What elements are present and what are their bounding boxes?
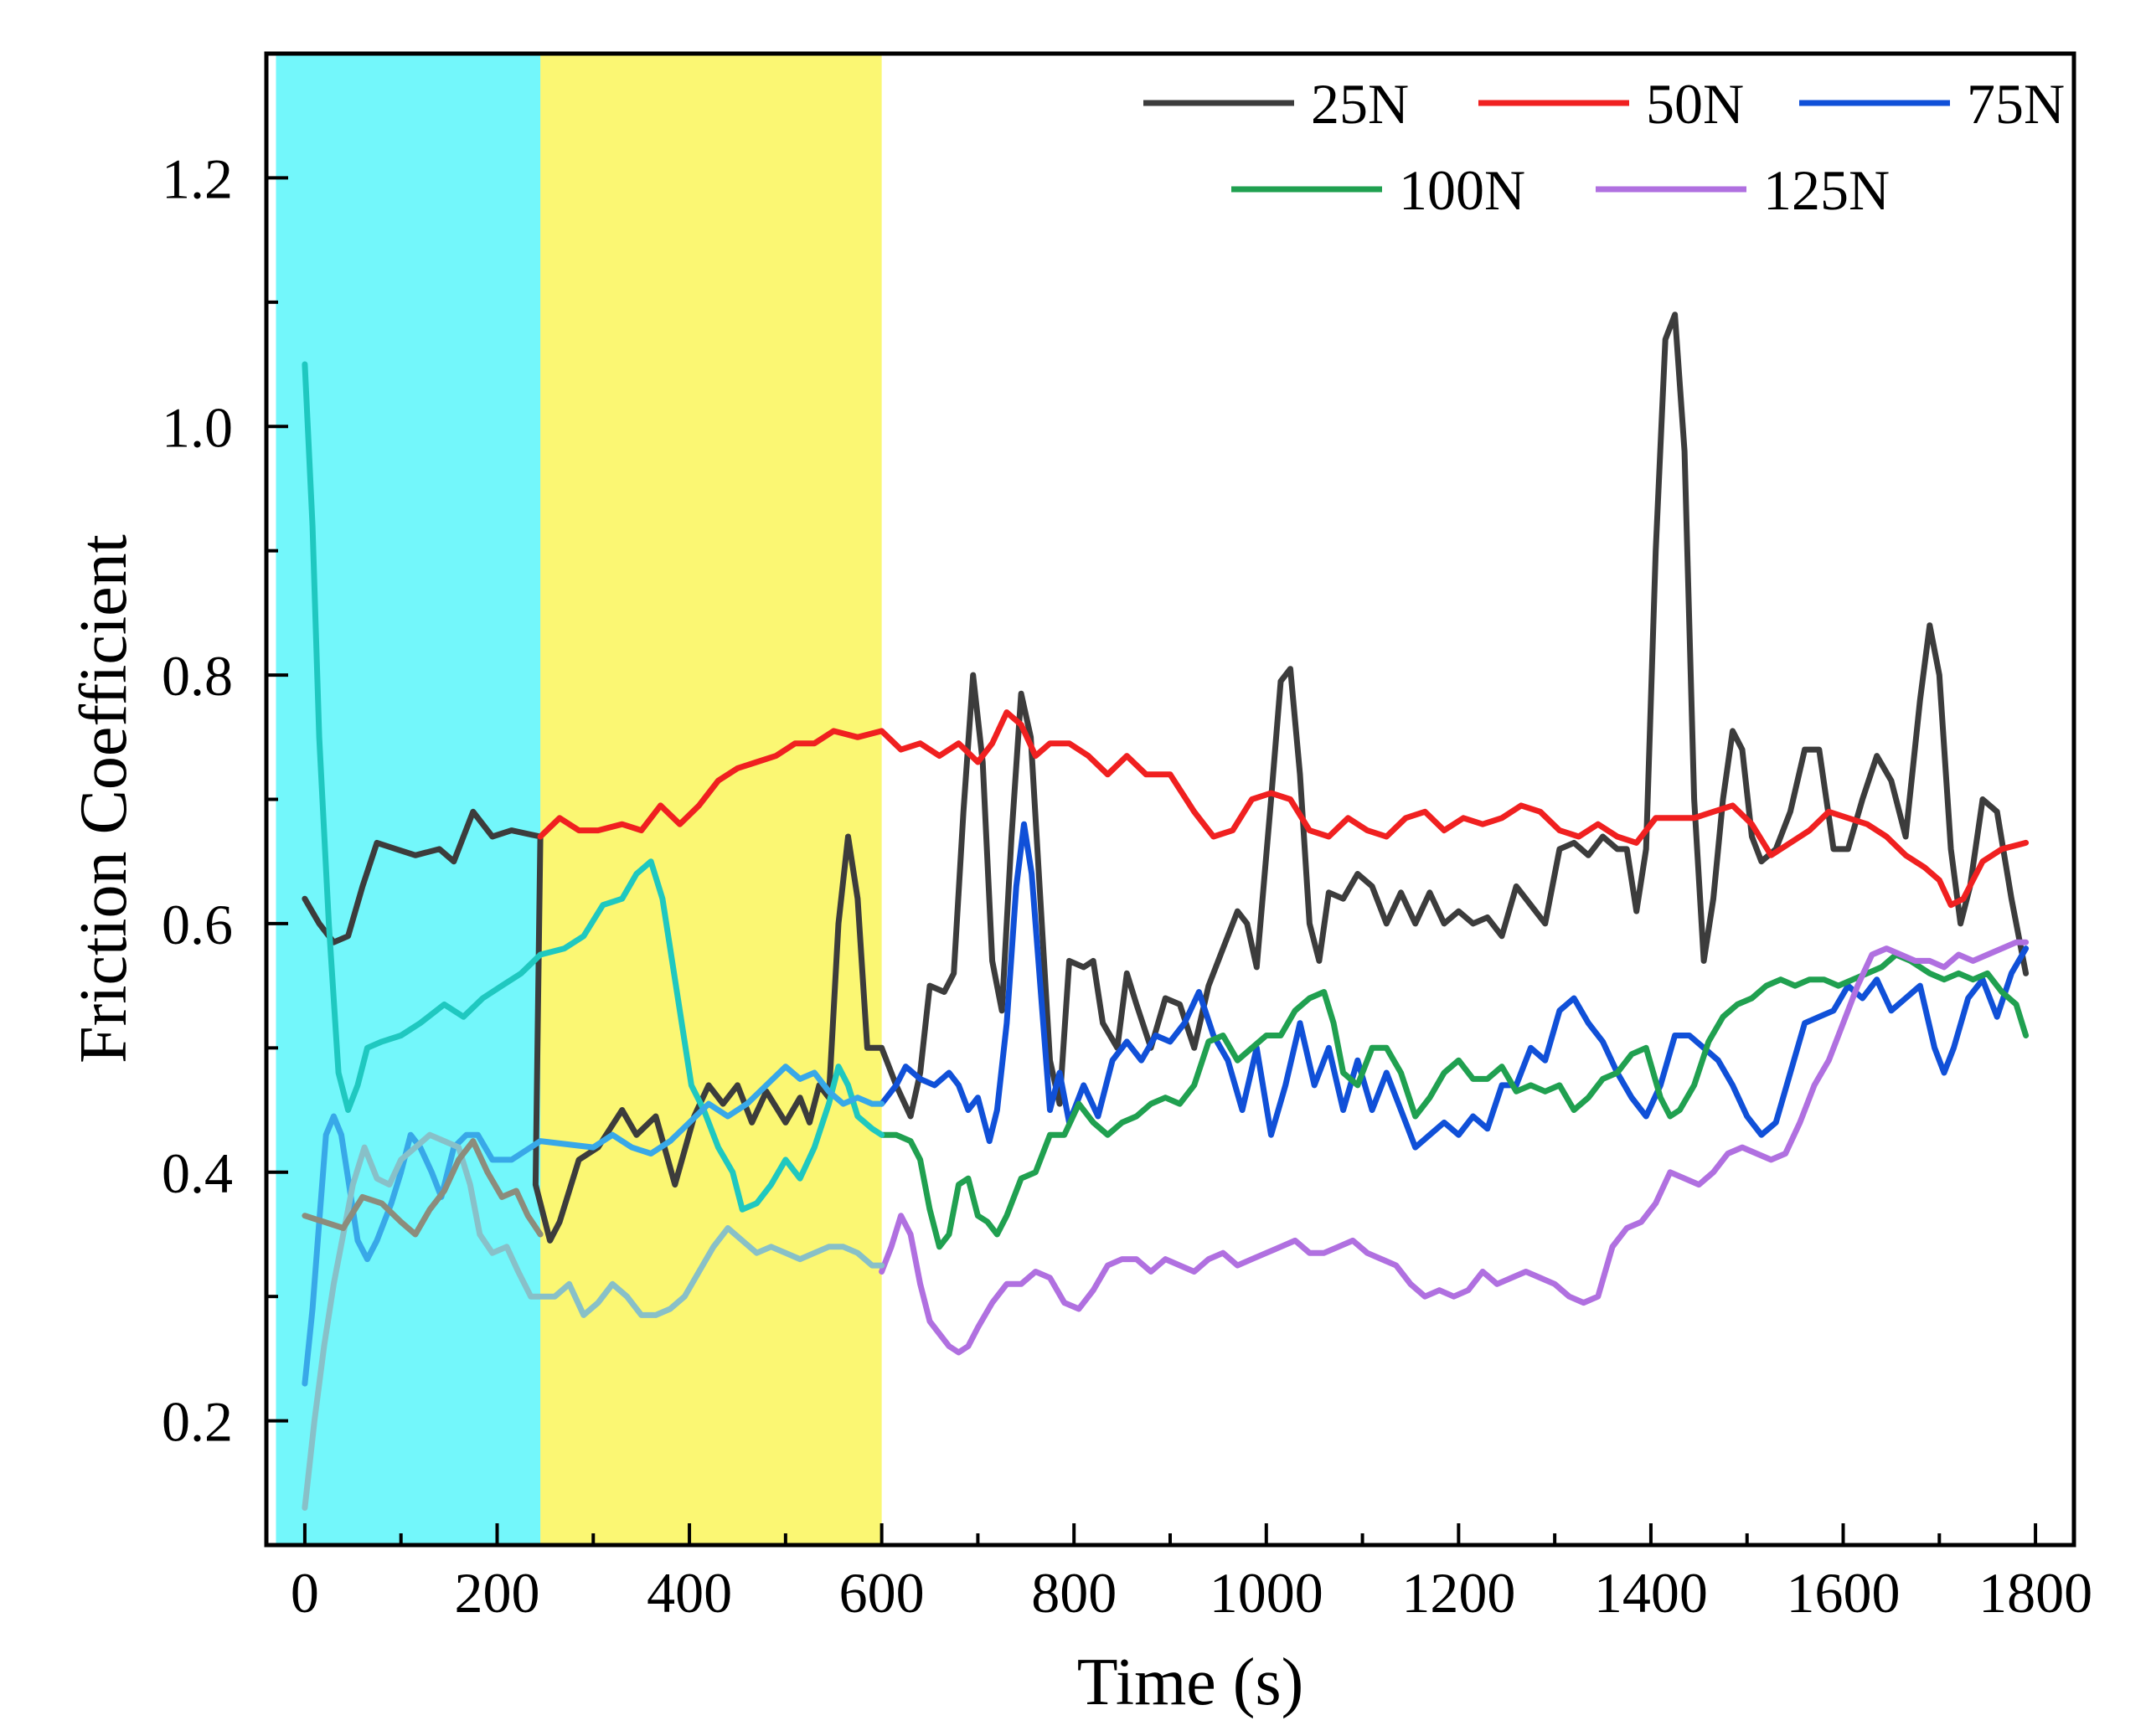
series-line-50n (537, 709, 2030, 909)
legend-label-125n: 125N (1763, 158, 1890, 222)
data-series (302, 312, 2030, 1511)
y-tick-label: 1.0 (162, 395, 233, 459)
stage-regions (276, 54, 882, 1545)
series-line-early-stage-3 (302, 1131, 885, 1511)
series-line-early-stage-4 (302, 1138, 544, 1238)
legend-label-100n: 100N (1399, 158, 1525, 222)
x-tick-label: 200 (454, 1561, 539, 1625)
axis-ticks: 0 200 400 600 800 1000 1200 1400 1600 1800 0.2 0.4 0… (162, 52, 2092, 1625)
y-tick-label: 0.6 (162, 893, 233, 956)
legend: 25N 50N 75N 100N 125N (1143, 72, 2065, 222)
series-line-early-stage-1 (302, 361, 885, 1213)
x-tick-label: 1600 (1787, 1561, 1901, 1625)
region-stage-1 (276, 54, 541, 1545)
x-tick-label: 1400 (1594, 1561, 1708, 1625)
series-line-25n (302, 312, 2030, 1244)
x-tick-label: 1000 (1210, 1561, 1323, 1625)
series-line-75n (879, 821, 2030, 1151)
x-axis-title: Time (s) (1077, 1646, 1303, 1719)
legend-label-25n: 25N (1311, 72, 1409, 136)
series-line-100n (879, 951, 2030, 1250)
y-tick-label: 0.8 (162, 644, 233, 708)
x-tick-label: 800 (1031, 1561, 1117, 1625)
x-tick-label: 400 (647, 1561, 732, 1625)
y-tick-label: 0.2 (162, 1390, 233, 1454)
y-axis-title: Friction Coefficient (67, 534, 141, 1064)
region-stage-2 (540, 54, 882, 1545)
y-tick-label: 1.2 (162, 147, 233, 210)
series-line-125n (879, 939, 2030, 1356)
y-tick-label: 0.4 (162, 1141, 233, 1205)
legend-label-75n: 75N (1967, 72, 2065, 136)
legend-label-50n: 50N (1646, 72, 1744, 136)
x-tick-label: 600 (839, 1561, 925, 1625)
x-tick-label: 0 (291, 1561, 319, 1625)
x-tick-label: 1200 (1401, 1561, 1515, 1625)
x-tick-label: 1800 (1978, 1561, 2092, 1625)
